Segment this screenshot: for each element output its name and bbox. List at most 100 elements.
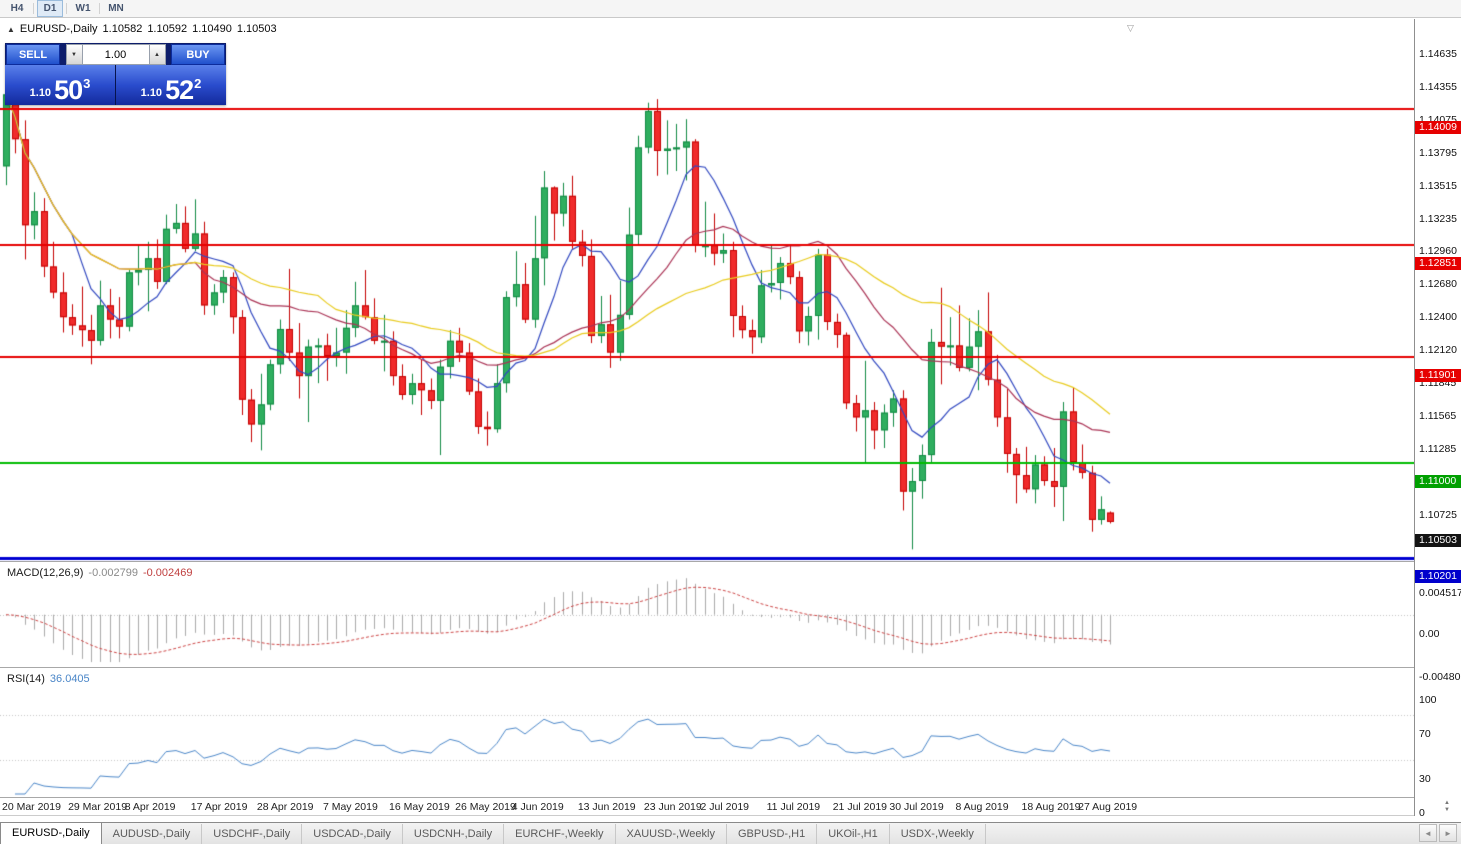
timeframe-h4-button[interactable]: H4: [10, 3, 24, 14]
macd-signal-value: -0.002469: [142, 567, 193, 579]
tab-xauusd-weekly[interactable]: XAUUSD-,Weekly: [616, 824, 727, 844]
date-tick: 20 Mar 2019: [2, 801, 61, 813]
tab-usdchf-daily[interactable]: USDCHF-,Daily: [202, 824, 303, 844]
macd-panel-canvas[interactable]: [0, 562, 1414, 667]
price-tick: 1.13235: [1419, 212, 1457, 225]
bar-open-value: 1.10582: [102, 23, 143, 35]
bar-high-value: 1.10592: [147, 23, 188, 35]
date-tick: 23 Jun 2019: [643, 801, 702, 813]
tab-eurchf-weekly[interactable]: EURCHF-,Weekly: [504, 824, 616, 844]
sell-price-button[interactable]: 1.10 50 3: [5, 65, 116, 105]
date-tick: 21 Jul 2019: [832, 801, 888, 813]
macd-main-value: -0.002799: [88, 567, 138, 579]
price-tick: 1.13795: [1419, 146, 1457, 159]
timeframe-w1-button[interactable]: W1: [75, 3, 91, 14]
date-tick: 18 Aug 2019: [1021, 801, 1081, 813]
panel-divider: [0, 797, 1461, 798]
date-tick: 16 May 2019: [389, 801, 450, 813]
support-price-badge: 1.11000: [1415, 475, 1461, 489]
axis-splitter[interactable]: ▲ ▼: [1444, 800, 1450, 814]
sell-price-pip-digit: 3: [83, 76, 91, 91]
chart-shift-marker-icon[interactable]: ▽: [1127, 23, 1134, 33]
toolbar-separator: [33, 3, 34, 14]
macd-axis-label: 0.004517: [1419, 587, 1461, 599]
tab-scroll-controls: ◄ ►: [1417, 822, 1461, 844]
price-tick: 1.11285: [1419, 442, 1457, 455]
buy-price-big-digits: 52: [165, 75, 194, 105]
resistance-price-badge: 1.14009: [1415, 120, 1461, 134]
price-tick: 1.12960: [1419, 245, 1457, 258]
macd-axis-label: 0.00: [1419, 627, 1440, 640]
buy-price-button[interactable]: 1.10 52 2: [116, 65, 226, 105]
arrow-right-icon: ►: [1444, 828, 1452, 838]
tab-eurusd-daily[interactable]: EURUSD-,Daily: [0, 822, 102, 844]
tab-scroll-left-button[interactable]: ◄: [1419, 824, 1437, 842]
sell-button[interactable]: SELL: [6, 44, 60, 65]
date-tick: 7 May 2019: [322, 801, 378, 813]
tab-usdx-weekly[interactable]: USDX-,Weekly: [890, 824, 986, 844]
date-tick: 2 Jul 2019: [700, 801, 750, 813]
tab-usdcnh-daily[interactable]: USDCNH-,Daily: [403, 824, 505, 844]
trade-panel-toggle-icon[interactable]: ▲: [7, 25, 15, 34]
date-tick: 28 Apr 2019: [256, 801, 314, 813]
rsi-panel-canvas[interactable]: [0, 668, 1414, 798]
timeframe-toolbar: H4 D1 W1 MN: [0, 0, 1461, 18]
sell-price-big-digits: 50: [54, 75, 83, 105]
date-tick: 29 Mar 2019: [68, 801, 128, 813]
volume-input[interactable]: [82, 44, 149, 65]
chart-symbol-period: EURUSD-,Daily: [19, 23, 98, 35]
rsi-name: RSI(14): [7, 673, 45, 685]
date-tick: 11 Jul 2019: [766, 801, 821, 813]
price-axis[interactable]: 1.14635 1.14355 1.14075 1.13795 1.13515 …: [1414, 19, 1461, 819]
volume-stepper: ▼ ▲: [65, 44, 166, 65]
buy-price-pip-digit: 2: [194, 76, 202, 91]
timeframe-mn-button[interactable]: MN: [108, 3, 124, 14]
toolbar-separator: [99, 3, 100, 14]
price-tick: 1.12400: [1419, 311, 1457, 324]
scroll-down-icon[interactable]: ▼: [1444, 807, 1450, 813]
tab-audusd-daily[interactable]: AUDUSD-,Daily: [102, 824, 203, 844]
price-tick: 1.12680: [1419, 278, 1457, 291]
macd-name: MACD(12,26,9): [7, 567, 84, 579]
date-tick: 17 Apr 2019: [190, 801, 248, 813]
tab-scroll-right-button[interactable]: ►: [1439, 824, 1457, 842]
date-tick: 13 Jun 2019: [577, 801, 636, 813]
buy-price-prefix: 1.10: [140, 87, 163, 99]
buy-button[interactable]: BUY: [171, 44, 225, 65]
rsi-value: 36.0405: [49, 673, 90, 685]
main-chart-canvas[interactable]: [0, 19, 1414, 561]
date-tick: 8 Apr 2019: [124, 801, 176, 813]
volume-increase-button[interactable]: ▲: [148, 44, 166, 65]
timeframe-d1-button[interactable]: D1: [37, 0, 63, 17]
tab-ukoil-h1[interactable]: UKOil-,H1: [817, 824, 890, 844]
price-tick: 1.12120: [1419, 344, 1457, 357]
panel-divider: [0, 561, 1461, 562]
chart-info-line: ▲ EURUSD-,Daily 1.10582 1.10592 1.10490 1.105…: [7, 23, 282, 35]
price-tick: 1.14355: [1419, 80, 1457, 93]
macd-axis-label: -0.004806: [1419, 671, 1461, 683]
chart-tab-bar: EURUSD-,Daily AUDUSD-,Daily USDCHF-,Dail…: [0, 822, 1461, 844]
rsi-axis-label: 0: [1419, 807, 1425, 819]
rsi-axis-label: 100: [1419, 694, 1437, 706]
arrow-left-icon: ◄: [1424, 828, 1432, 838]
rsi-axis-label: 70: [1419, 727, 1431, 740]
price-tick: 1.10725: [1419, 508, 1457, 521]
date-tick: 4 Jun 2019: [511, 801, 564, 813]
date-axis[interactable]: 20 Mar 2019 29 Mar 2019 8 Apr 2019 17 Ap…: [0, 798, 1414, 815]
current-price-badge: 1.10503: [1415, 533, 1461, 547]
volume-decrease-button[interactable]: ▼: [65, 44, 83, 65]
tab-gbpusd-h1[interactable]: GBPUSD-,H1: [727, 824, 818, 844]
rsi-indicator-label: RSI(14) 36.0405: [7, 673, 95, 685]
scroll-up-icon[interactable]: ▲: [1444, 800, 1450, 806]
bar-close-value: 1.10503: [236, 23, 277, 35]
price-tick: 1.14635: [1419, 47, 1457, 60]
rsi-axis-label: 30: [1419, 773, 1431, 786]
panel-divider: [0, 667, 1461, 668]
panel-divider: [0, 815, 1461, 816]
date-tick: 30 Jul 2019: [889, 801, 944, 813]
support-price-badge: 1.10201: [1415, 569, 1461, 583]
toolbar-separator: [66, 3, 67, 14]
macd-indicator-label: MACD(12,26,9) -0.002799 -0.002469: [7, 567, 198, 579]
tab-usdcad-daily[interactable]: USDCAD-,Daily: [302, 824, 403, 844]
